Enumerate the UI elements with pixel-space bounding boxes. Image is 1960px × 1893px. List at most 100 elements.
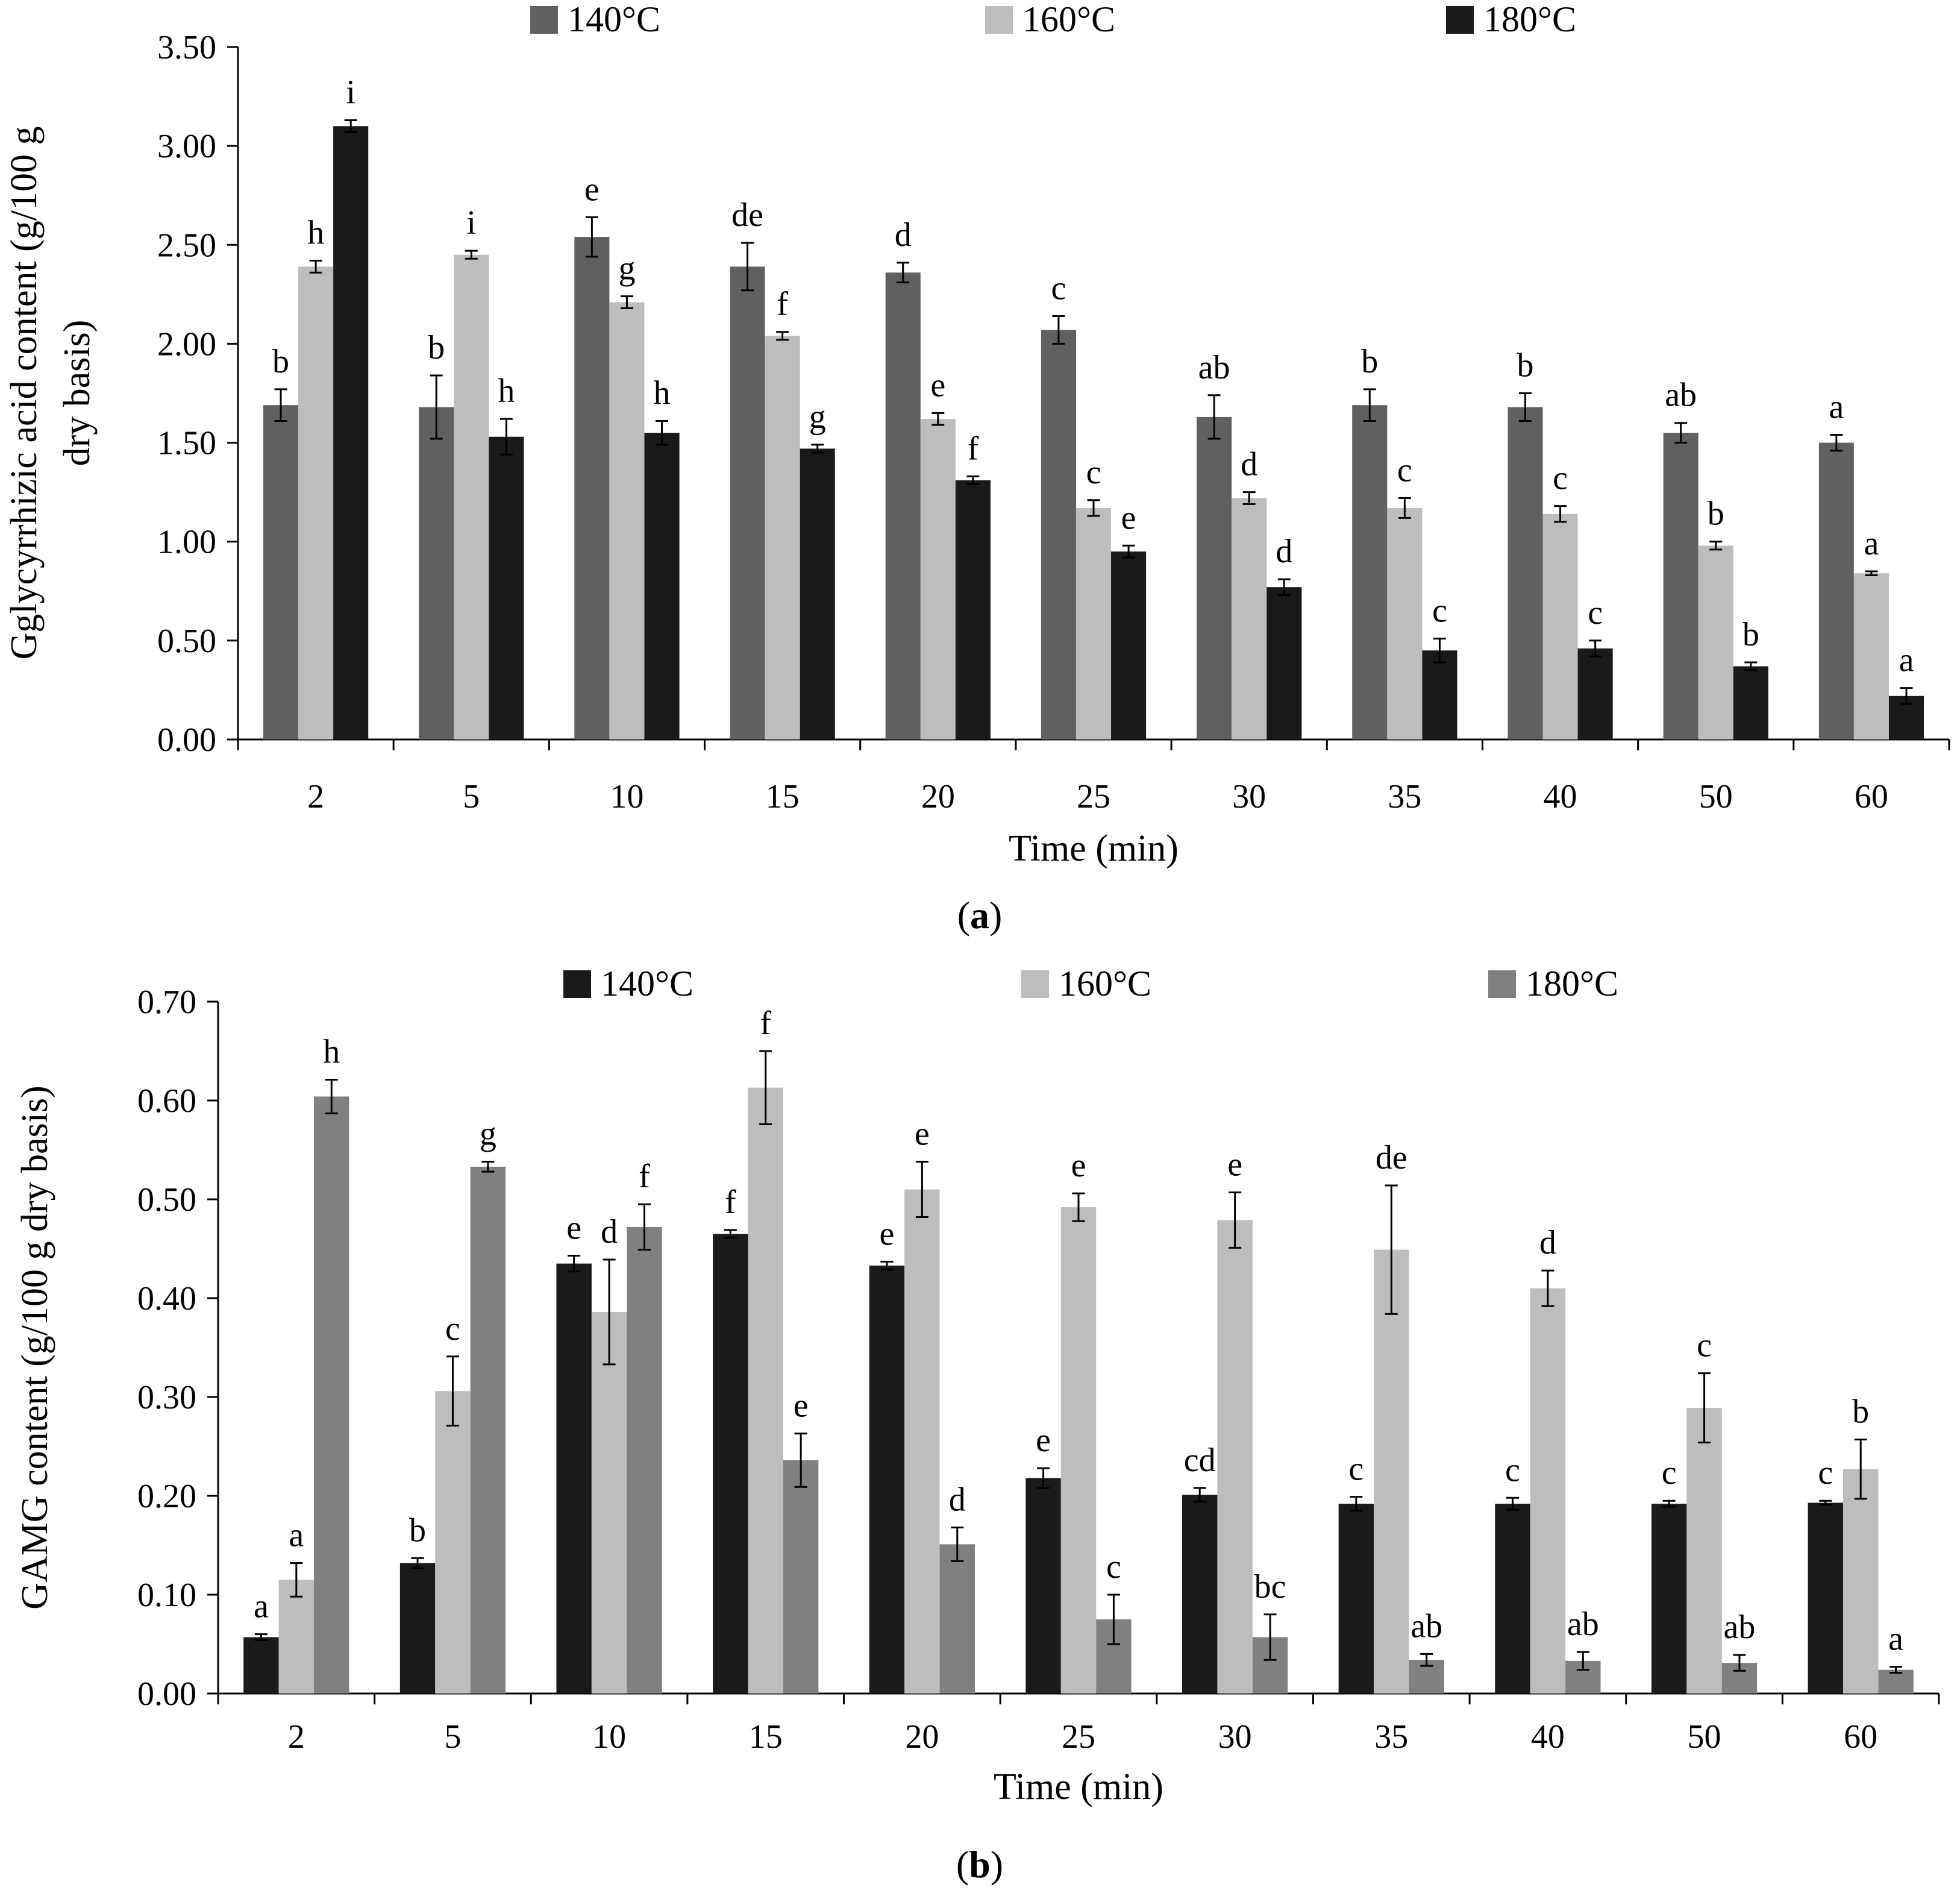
p1-x-tick-label: 15: [749, 1718, 783, 1756]
p1-bar: [1686, 1408, 1722, 1694]
p1-bar: [1530, 1288, 1566, 1694]
p0-significance-letter: ab: [1198, 349, 1230, 386]
p1-bar: [1182, 1495, 1218, 1694]
p0-bar: [955, 480, 991, 739]
p0-legend-label: 140°C: [568, 0, 660, 39]
p0-bar: [1197, 416, 1232, 739]
p1-significance-letter: d: [601, 1213, 618, 1251]
p1-x-tick-label: 60: [1844, 1718, 1877, 1756]
p1-significance-letter: b: [409, 1512, 426, 1549]
p1-significance-letter: b: [1852, 1393, 1869, 1431]
p0-significance-letter: i: [466, 204, 476, 242]
p0-significance-letter: a: [1829, 388, 1844, 425]
p0-significance-letter: e: [930, 366, 945, 404]
panel-label-b: (b): [956, 1843, 1003, 1886]
p0-bar: [1387, 507, 1423, 739]
p0-significance-letter: c: [1397, 451, 1412, 489]
p1-significance-letter: e: [794, 1387, 809, 1425]
p1-significance-letter: f: [760, 1005, 771, 1042]
p0-significance-letter: i: [346, 74, 355, 111]
p1-y-axis-title: GAMG content (g/100 g dry basis): [14, 1085, 55, 1610]
p1-bar: [904, 1189, 940, 1694]
p1-y-tick-label: 0.40: [137, 1280, 196, 1317]
p0-significance-letter: h: [307, 215, 324, 252]
p0-x-tick-label: 5: [463, 778, 480, 815]
p0-x-tick-label: 60: [1855, 778, 1888, 815]
p1-y-tick-label: 0.50: [137, 1181, 196, 1219]
p0-bar: [885, 272, 921, 739]
p1-significance-letter: bc: [1254, 1568, 1286, 1606]
chart-panel-b: 0.000.100.200.300.400.500.600.702 5 10 15 20…: [14, 964, 1940, 1807]
p1-x-tick-label: 25: [1062, 1718, 1095, 1756]
p1-x-tick-label: 10: [592, 1718, 626, 1756]
p0-x-tick-label: 30: [1232, 778, 1266, 815]
p1-significance-letter: e: [1036, 1422, 1051, 1459]
p0-bar: [1352, 405, 1388, 739]
p0-bar: [419, 407, 454, 739]
p1-significance-letter: g: [480, 1116, 496, 1153]
p0-legend-label: 160°C: [1022, 0, 1115, 39]
p0-significance-letter: c: [1432, 592, 1447, 630]
p0-legend-swatch: [985, 6, 1013, 34]
p1-significance-letter: e: [915, 1116, 930, 1153]
p1-significance-letter: ab: [1411, 1607, 1442, 1645]
panel-letter-a: a: [970, 894, 989, 937]
p0-x-tick-label: 35: [1388, 778, 1421, 815]
p0-significance-letter: h: [654, 374, 671, 412]
p1-bar: [1495, 1504, 1530, 1694]
p0-legend-swatch: [1446, 6, 1474, 34]
p0-y-axis-title: Gglycyrrhizic acid content (g/100 g: [4, 127, 45, 660]
p0-bar: [1663, 433, 1699, 739]
p0-x-axis-title: Time (min): [1009, 828, 1179, 869]
p1-significance-letter: e: [880, 1215, 895, 1252]
p1-bar: [1025, 1478, 1061, 1694]
p1-significance-letter: cd: [1184, 1442, 1216, 1479]
p0-bar: [1111, 551, 1147, 739]
p1-significance-letter: c: [1662, 1454, 1677, 1492]
p1-legend-label: 160°C: [1059, 964, 1151, 1003]
p0-bar: [1818, 442, 1854, 739]
p1-x-tick-label: 50: [1688, 1718, 1721, 1756]
p0-significance-letter: de: [731, 196, 763, 234]
p0-significance-letter: h: [498, 372, 515, 410]
p0-bar: [1508, 407, 1543, 739]
p1-significance-letter: a: [289, 1517, 304, 1554]
p1-legend-swatch: [1488, 970, 1516, 998]
p1-significance-letter: d: [1539, 1224, 1556, 1261]
p0-y-tick-label: 3.50: [157, 29, 216, 66]
p0-significance-letter: g: [809, 398, 826, 436]
p1-significance-letter: ab: [1567, 1606, 1599, 1643]
p0-bar: [574, 237, 610, 739]
p0-y-tick-label: 0.00: [157, 721, 216, 759]
p0-bar: [730, 266, 765, 739]
p0-significance-letter: a: [1899, 642, 1914, 679]
p0-significance-letter: d: [1241, 446, 1257, 483]
p1-bar: [314, 1096, 349, 1694]
p0-significance-letter: e: [1121, 499, 1136, 536]
p1-significance-letter: c: [1348, 1451, 1364, 1488]
p1-y-tick-label: 0.20: [137, 1478, 196, 1515]
p0-bar: [1041, 330, 1076, 739]
p0-bar: [1542, 513, 1578, 739]
p1-bar: [869, 1265, 905, 1694]
p1-bar: [399, 1563, 436, 1694]
p0-bar: [1075, 507, 1112, 739]
p1-bar: [1651, 1504, 1687, 1694]
p0-bar: [800, 448, 835, 739]
p0-x-tick-label: 50: [1699, 778, 1733, 815]
p1-y-tick-label: 0.10: [137, 1577, 196, 1614]
p1-bar: [470, 1166, 506, 1694]
p0-x-tick-label: 40: [1544, 778, 1577, 815]
p0-y-axis-title: dry basis): [57, 320, 98, 466]
p0-bar: [263, 405, 299, 739]
p1-significance-letter: f: [725, 1184, 736, 1221]
p0-significance-letter: f: [968, 430, 979, 467]
p1-significance-letter: e: [1227, 1146, 1242, 1184]
p0-bar: [1733, 666, 1768, 739]
p0-significance-letter: a: [1864, 525, 1879, 562]
p1-bar: [1374, 1249, 1409, 1694]
p0-bar: [333, 126, 369, 740]
p1-significance-letter: c: [1106, 1548, 1121, 1586]
p1-significance-letter: a: [254, 1588, 269, 1625]
